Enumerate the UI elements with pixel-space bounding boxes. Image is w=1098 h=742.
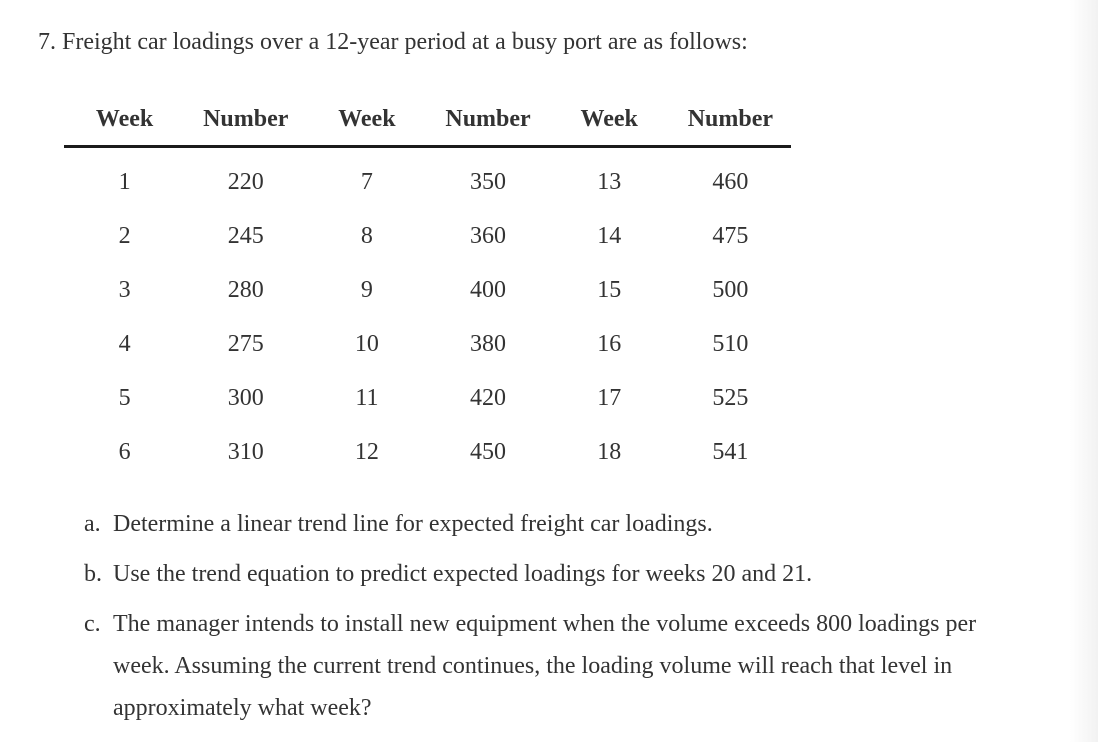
week-cell: 11 [355, 384, 379, 411]
week-cell: 10 [354, 330, 379, 357]
question-list: a. Determine a linear trend line for expe… [84, 503, 999, 737]
table-row: 5 300 11 420 17 525 [64, 371, 791, 425]
week-cell: 15 [597, 276, 622, 303]
question-label: b. [84, 561, 102, 587]
week-cell: 4 [118, 330, 131, 357]
table-header-cell: Number [185, 100, 307, 148]
question-label: c. [84, 611, 101, 637]
week-cell: 14 [597, 222, 622, 249]
table-header-cell: Week [548, 100, 670, 148]
table-row: 6 310 12 450 18 541 [64, 425, 791, 479]
week-cell: 8 [360, 222, 373, 249]
number-cell: 460 [712, 168, 749, 195]
page-edge-shade [1070, 0, 1098, 742]
table-header-cell: Number [669, 100, 791, 148]
number-cell: 475 [712, 222, 749, 249]
number-cell: 525 [712, 384, 749, 411]
week-cell: 5 [118, 384, 131, 411]
week-cell: 13 [597, 168, 622, 195]
table-row: 2 245 8 360 14 475 [64, 209, 791, 263]
number-cell: 450 [470, 438, 507, 465]
table-row: 4 275 10 380 16 510 [64, 317, 791, 371]
table-row: 3 280 9 400 15 500 [64, 263, 791, 317]
number-cell: 541 [712, 438, 749, 465]
week-cell: 3 [118, 276, 131, 303]
question-label: a. [84, 511, 101, 537]
week-cell: 7 [360, 168, 373, 195]
question-item-a: a. Determine a linear trend line for expe… [84, 503, 999, 545]
week-cell: 2 [118, 222, 131, 249]
number-cell: 275 [227, 330, 264, 357]
week-cell: 16 [597, 330, 622, 357]
week-cell: 18 [597, 438, 622, 465]
question-item-b: b. Use the trend equation to predict expe… [84, 553, 999, 595]
number-cell: 280 [227, 276, 264, 303]
week-cell: 6 [118, 438, 131, 465]
question-item-c: c. The manager intends to install new equ… [84, 603, 999, 729]
table-header-cell: Number [427, 100, 549, 148]
table-head: Week Number Week Number Week Number [64, 100, 791, 148]
number-cell: 400 [470, 276, 507, 303]
number-cell: 380 [470, 330, 507, 357]
week-cell: 17 [597, 384, 622, 411]
number-cell: 310 [227, 438, 264, 465]
question-text: Use the trend equation to predict expect… [113, 561, 813, 587]
table-body: 1 220 7 350 13 460 2 245 8 360 14 475 3 280 9 400 15 500 4… [64, 147, 791, 480]
number-cell: 360 [470, 222, 507, 249]
table-row: 1 220 7 350 13 460 [64, 147, 791, 210]
question-text: Determine a linear trend line for expect… [113, 511, 713, 537]
number-cell: 350 [470, 168, 507, 195]
table-header-row: Week Number Week Number Week Number [64, 100, 791, 148]
table-header-cell: Week [64, 100, 186, 148]
number-cell: 245 [227, 222, 264, 249]
week-cell: 12 [354, 438, 379, 465]
number-cell: 220 [227, 168, 264, 195]
number-cell: 300 [227, 384, 264, 411]
table-header-cell: Week [306, 100, 428, 148]
freight-loadings-table: Week Number Week Number Week Number 1 220 7 350 1… [64, 100, 791, 479]
number-cell: 500 [712, 276, 749, 303]
number-cell: 510 [712, 330, 749, 357]
number-cell: 420 [470, 384, 507, 411]
week-cell: 1 [118, 168, 131, 195]
week-cell: 9 [360, 276, 373, 303]
question-text: The manager intends to install new equip… [113, 611, 977, 721]
problem-title: 7. Freight car loadings over a 12-year p… [38, 29, 748, 55]
